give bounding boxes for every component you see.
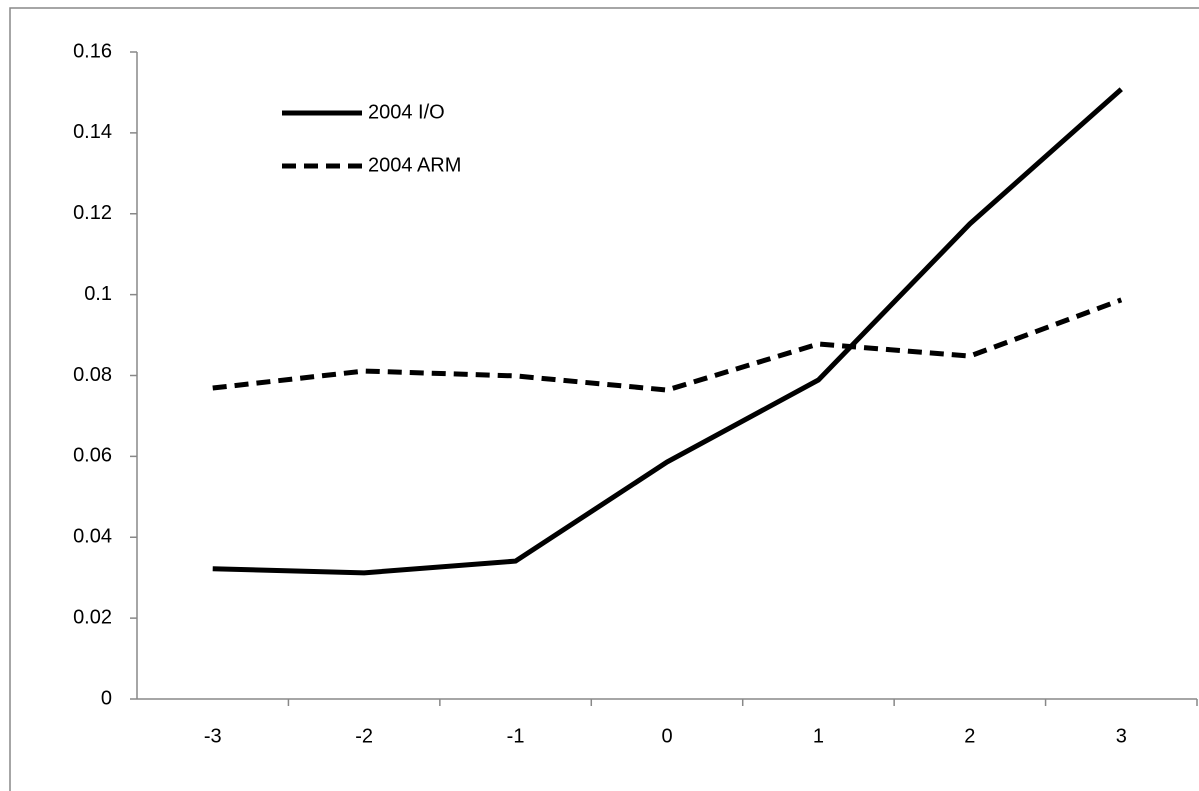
legend-label: 2004 I/O [368, 101, 445, 123]
y-tick-label: 0.16 [73, 40, 112, 62]
series-line [212, 297, 1123, 393]
y-tick-label: 0.06 [73, 445, 112, 467]
x-tick-label: 1 [813, 725, 824, 747]
y-tick-label: 0.02 [73, 606, 112, 628]
y-tick-label: 0.14 [73, 121, 112, 143]
y-tick-label: 0.12 [73, 202, 112, 224]
y-tick-label: 0 [101, 687, 112, 709]
series-line [212, 87, 1123, 576]
x-tick-label: -3 [204, 725, 222, 747]
x-tick-label: -2 [355, 725, 373, 747]
x-tick-label: 3 [1116, 725, 1127, 747]
y-tick-label: 0.04 [73, 526, 112, 548]
legend-label: 2004 ARM [368, 154, 461, 176]
chart-frame [9, 7, 1199, 791]
x-tick-label: 2 [964, 725, 975, 747]
x-tick-label: 0 [661, 725, 672, 747]
x-tick-label: -1 [507, 725, 525, 747]
y-tick-label: 0.1 [84, 283, 112, 305]
y-tick-label: 0.08 [73, 364, 112, 386]
